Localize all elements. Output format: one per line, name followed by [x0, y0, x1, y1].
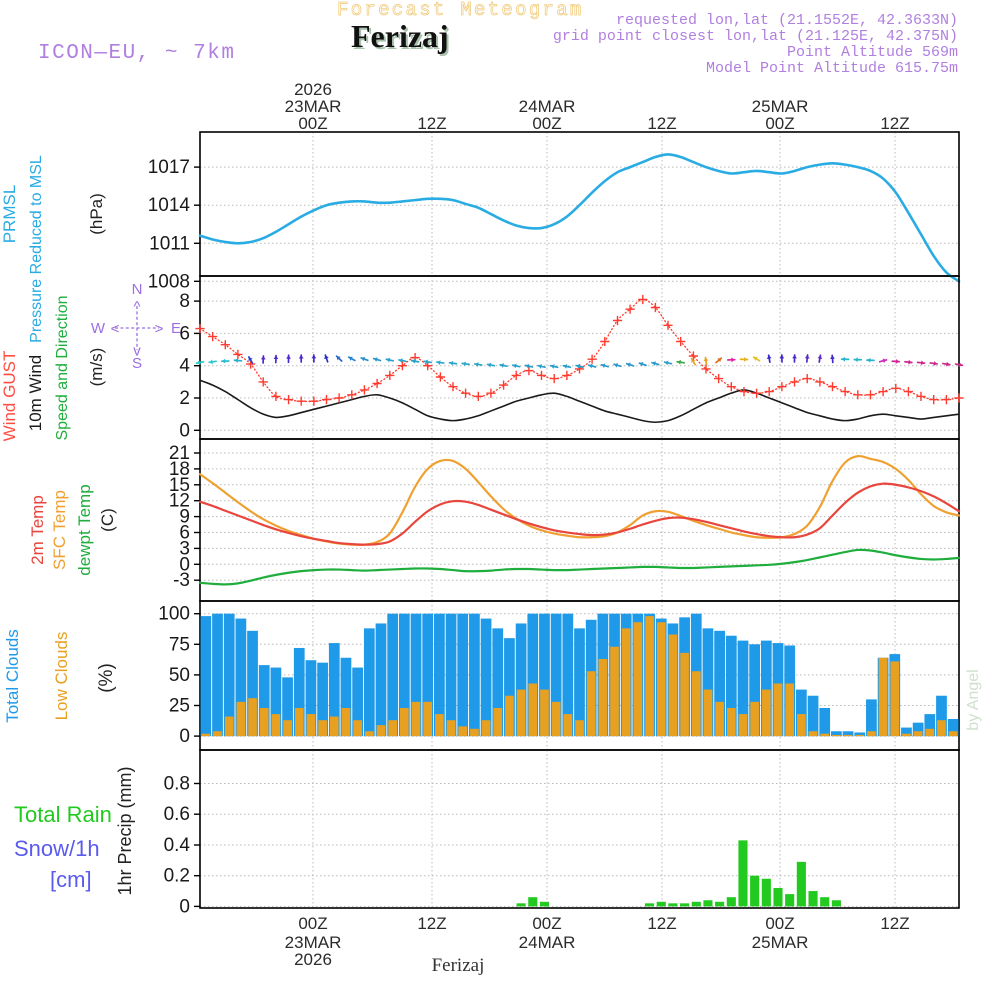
svg-text:Total Rain: Total Rain	[14, 802, 112, 827]
svg-text:0.8: 0.8	[164, 774, 190, 795]
svg-text:^: ^	[133, 299, 140, 316]
svg-text:Ferizaj: Ferizaj	[432, 955, 485, 976]
svg-text:10m Wind: 10m Wind	[26, 355, 45, 432]
svg-text:1008: 1008	[148, 271, 190, 292]
svg-text:00Z: 00Z	[532, 914, 561, 933]
svg-text:(m/s): (m/s)	[87, 348, 106, 387]
svg-text:00Z: 00Z	[298, 114, 327, 133]
svg-text:00Z: 00Z	[765, 114, 794, 133]
svg-text:E: E	[171, 320, 181, 337]
svg-text:4: 4	[179, 356, 190, 377]
svg-text:00Z: 00Z	[298, 914, 327, 933]
svg-text:>: >	[155, 321, 164, 338]
svg-text:12Z: 12Z	[647, 914, 676, 933]
svg-text:0: 0	[179, 896, 190, 917]
svg-text:100: 100	[158, 604, 190, 625]
svg-text:0.2: 0.2	[164, 866, 190, 887]
svg-text:12Z: 12Z	[417, 114, 446, 133]
svg-text:1hr Precip (mm): 1hr Precip (mm)	[115, 766, 135, 895]
svg-text:Model Point Altitude 615.75m: Model Point Altitude 615.75m	[706, 60, 958, 77]
svg-text:N: N	[132, 281, 143, 298]
svg-text:dewpt Temp: dewpt Temp	[75, 484, 94, 575]
svg-text:Ferizaj: Ferizaj	[351, 18, 449, 54]
svg-text:0: 0	[179, 726, 190, 747]
svg-text:Point Altitude 569m: Point Altitude 569m	[787, 44, 958, 61]
svg-text:W: W	[91, 320, 106, 337]
svg-text:Low Clouds: Low Clouds	[52, 632, 71, 721]
svg-text:1011: 1011	[149, 233, 190, 254]
svg-text:Snow/1h: Snow/1h	[14, 836, 100, 861]
svg-text:(%): (%)	[96, 663, 117, 693]
svg-text:8: 8	[179, 291, 190, 312]
svg-text:by Angel: by Angel	[965, 669, 982, 730]
svg-text:2m Temp: 2m Temp	[28, 495, 47, 565]
svg-text:2026: 2026	[294, 950, 332, 969]
svg-text:1017: 1017	[148, 157, 190, 178]
svg-text:-3: -3	[173, 570, 190, 591]
svg-text:00Z: 00Z	[765, 914, 794, 933]
svg-text:<: <	[111, 321, 120, 338]
svg-text:12Z: 12Z	[880, 114, 909, 133]
svg-text:requested lon,lat (21.1552E, 4: requested lon,lat (21.1552E, 42.3633N)	[616, 12, 958, 29]
svg-text:1014: 1014	[148, 195, 191, 216]
svg-text:0: 0	[179, 420, 190, 441]
svg-text:PRMSL: PRMSL	[0, 185, 19, 244]
svg-text:Wind GUST: Wind GUST	[0, 351, 19, 442]
svg-text:12Z: 12Z	[647, 114, 676, 133]
svg-text:24MAR: 24MAR	[519, 933, 576, 952]
svg-text:12Z: 12Z	[417, 914, 446, 933]
svg-text:Total Clouds: Total Clouds	[3, 629, 22, 723]
svg-text:grid point closest lon,lat (21: grid point closest lon,lat (21.125E, 42.…	[553, 28, 958, 45]
svg-text:v: v	[133, 343, 141, 360]
svg-text:25MAR: 25MAR	[752, 933, 809, 952]
svg-text:0.6: 0.6	[164, 804, 190, 825]
svg-text:75: 75	[169, 634, 190, 655]
svg-text:[cm]: [cm]	[50, 867, 92, 892]
svg-text:ICON—EU, ~ 7km: ICON—EU, ~ 7km	[38, 42, 235, 65]
svg-text:Speed and Direction: Speed and Direction	[54, 296, 71, 441]
svg-text:0.4: 0.4	[164, 835, 191, 856]
svg-text:SFC Temp: SFC Temp	[50, 490, 69, 570]
svg-text:50: 50	[169, 665, 190, 686]
svg-text:(hPa): (hPa)	[87, 193, 106, 235]
svg-text:00Z: 00Z	[532, 114, 561, 133]
svg-text:(C): (C)	[98, 508, 117, 532]
svg-text:12Z: 12Z	[880, 914, 909, 933]
svg-text:25: 25	[169, 696, 190, 717]
svg-text:2: 2	[179, 388, 190, 409]
svg-text:Pressure Reduced to MSL: Pressure Reduced to MSL	[28, 155, 45, 343]
